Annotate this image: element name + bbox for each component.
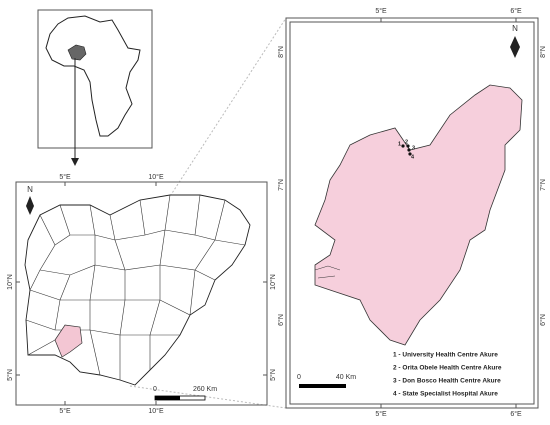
legend-entry: 2 - Orita Obele Health Centre Akure — [393, 365, 502, 372]
lon-label: 5°E — [375, 7, 387, 15]
point-label: 1 — [398, 141, 401, 147]
facility-point — [408, 152, 412, 156]
map-frame — [15, 181, 268, 406]
nigeria-outline — [24, 194, 251, 386]
point-label: 3 — [412, 145, 415, 151]
legend-entry: 3 - Don Bosco Health Centre Akure — [393, 378, 501, 385]
lon-label: 5°E — [375, 410, 387, 418]
ondo-map: 5°E 6°E 5°E 6°E 8°N 7°N 6°N 8°N 7°N 6°N … — [277, 7, 547, 418]
lon-label: 5°E — [59, 407, 71, 415]
lon-label: 10°E — [148, 173, 164, 181]
scale-label: 0 — [297, 374, 301, 381]
lat-label: 6°N — [539, 314, 547, 326]
lat-label: 7°N — [539, 179, 547, 191]
point-label: 2 — [405, 139, 408, 145]
scale-bar — [299, 384, 346, 388]
ondo-highlight — [54, 324, 83, 358]
lat-label: 10°N — [269, 274, 277, 290]
lat-label: 8°N — [539, 46, 547, 58]
lat-label: 5°N — [6, 369, 14, 381]
lon-label: 6°E — [510, 410, 522, 418]
africa-inset — [37, 9, 153, 166]
north-label: N — [512, 24, 518, 33]
lon-label: 10°E — [148, 407, 164, 415]
inset-frame — [37, 9, 153, 149]
scale-label: 260 Km — [193, 386, 217, 393]
coastline — [314, 265, 341, 279]
scale-bar — [155, 396, 180, 400]
lon-label: 5°E — [59, 173, 71, 181]
lat-label: 8°N — [277, 46, 285, 58]
scale-label: 0 — [153, 386, 157, 393]
legend-entry: 1 - University Health Centre Akure — [393, 352, 498, 359]
ondo-state — [314, 84, 523, 346]
lon-label: 6°E — [510, 7, 522, 15]
state-borders — [25, 194, 246, 380]
lat-label: 5°N — [269, 369, 277, 381]
legend-entry: 4 - State Specialist Hospital Akure — [393, 391, 498, 398]
lat-label: 10°N — [6, 274, 14, 290]
pointer-arrow — [71, 158, 79, 166]
point-label: 4 — [411, 154, 415, 160]
lat-label: 6°N — [277, 314, 285, 326]
nigeria-highlight — [67, 44, 87, 61]
inner-frame — [289, 21, 535, 405]
africa-outline — [45, 15, 141, 137]
north-arrow — [26, 196, 34, 215]
north-label: N — [27, 185, 33, 194]
facility-point — [407, 148, 411, 152]
nigeria-map: 5°E 10°E 5°E 10°E 10°N 5°N 10°N 5°N N 0 … — [6, 173, 277, 415]
facility-point — [406, 144, 410, 148]
north-arrow — [510, 36, 520, 58]
scale-label: 40 Km — [336, 374, 356, 381]
lat-label: 7°N — [277, 179, 285, 191]
facility-point — [401, 144, 405, 148]
map-frame — [285, 17, 539, 409]
